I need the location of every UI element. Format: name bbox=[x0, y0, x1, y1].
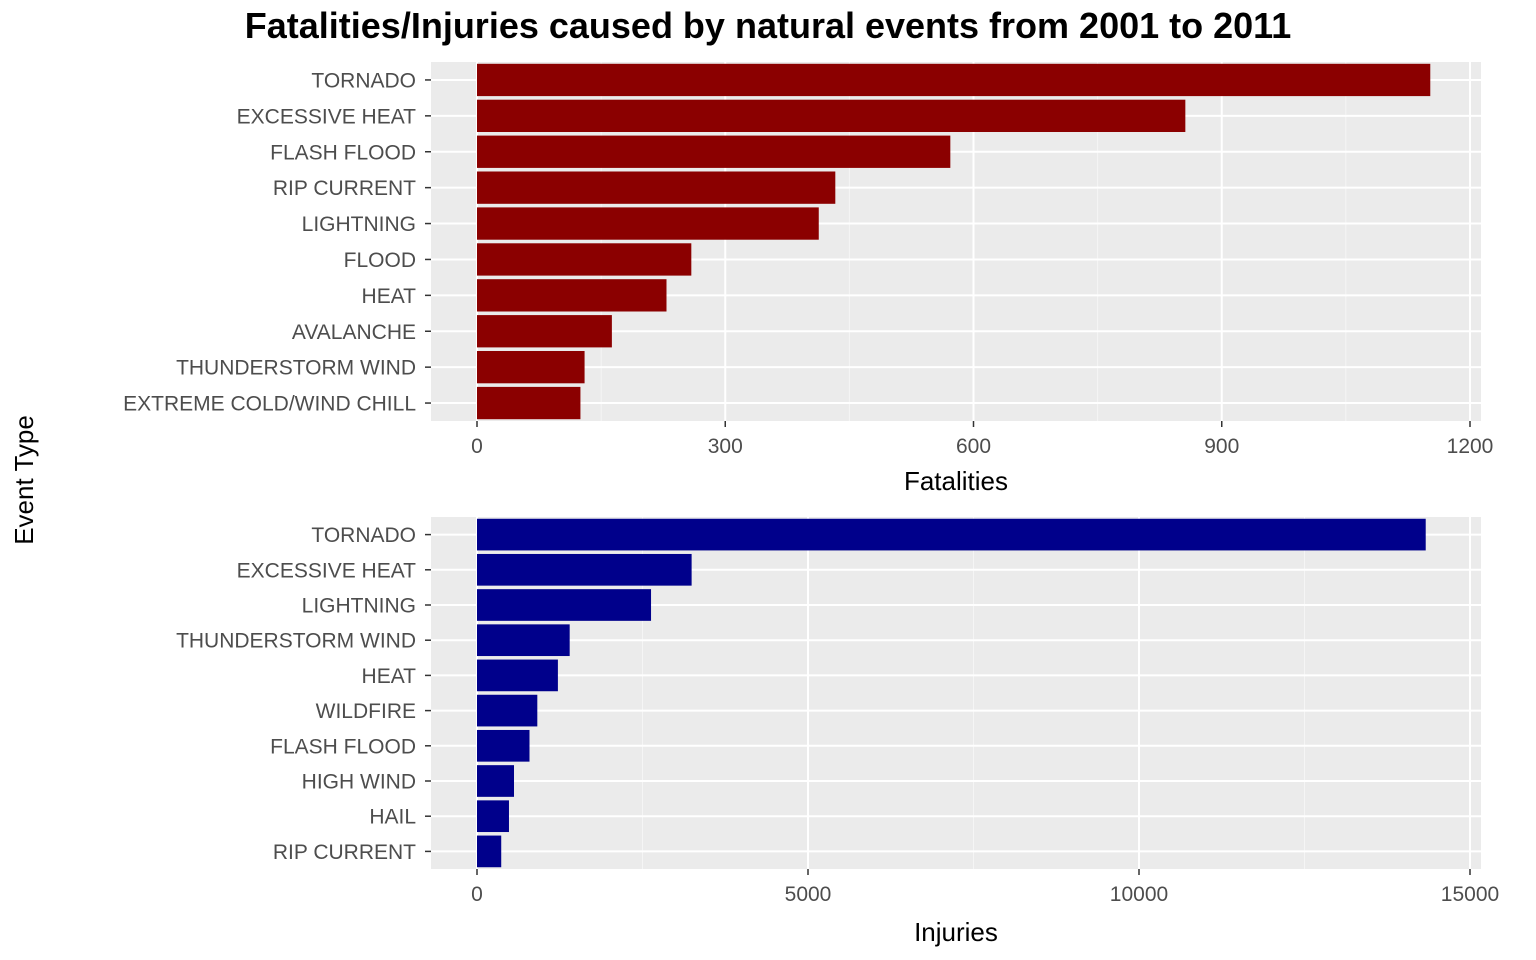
injuries-bar-tornado bbox=[477, 518, 1426, 551]
injuries-bar-wildfire bbox=[477, 694, 538, 727]
fatalities-bar-lightning bbox=[477, 207, 819, 240]
fatalities-x-tick-label: 600 bbox=[956, 435, 991, 458]
fatalities-bar-rip-current bbox=[477, 171, 836, 204]
fatalities-bar-heat bbox=[477, 279, 667, 312]
fatalities-bar-extreme-cold-wind-chill bbox=[477, 386, 581, 420]
fatalities-y-tick-label: FLOOD bbox=[344, 249, 416, 272]
injuries-y-tick-label: THUNDERSTORM WIND bbox=[176, 630, 416, 653]
fatalities-bar-flash-flood bbox=[477, 135, 951, 168]
injuries-bar-rip-current bbox=[477, 835, 502, 868]
chart-title: Fatalities/Injuries caused by natural ev… bbox=[245, 5, 1291, 46]
fatalities-y-tick-label: THUNDERSTORM WIND bbox=[176, 357, 416, 380]
injuries-bar-lightning bbox=[477, 589, 652, 621]
injuries-bar-high-wind bbox=[477, 765, 515, 797]
injuries-panel: TORNADO EXCESSIVE HEAT LIGHTNING THUNDERSTO… bbox=[176, 517, 1499, 947]
injuries-y-tick-label: LIGHTNING bbox=[302, 595, 416, 618]
injuries-y-tick-label: WILDFIRE bbox=[316, 700, 416, 723]
injuries-x-axis-title: Injuries bbox=[914, 917, 998, 947]
fatalities-x-tick-label: 900 bbox=[1204, 435, 1239, 458]
fatalities-y-tick-label: HEAT bbox=[362, 285, 417, 308]
fatalities-y-tick-label: EXTREME COLD/WIND CHILL bbox=[123, 393, 416, 416]
injuries-bar-excessive-heat bbox=[477, 553, 692, 586]
fatalities-y-tick-label: AVALANCHE bbox=[292, 321, 416, 344]
fatalities-panel: TORNADO EXCESSIVE HEAT FLASH FLOOD RIP CURR… bbox=[123, 62, 1493, 496]
injuries-y-tick-label: FLASH FLOOD bbox=[270, 735, 416, 758]
injuries-bar-flash-flood bbox=[477, 729, 530, 762]
fatalities-y-tick-label: TORNADO bbox=[311, 69, 416, 92]
fatalities-bar-excessive-heat bbox=[477, 99, 1186, 133]
injuries-bar-thunderstorm-wind bbox=[477, 624, 570, 657]
shared-y-axis-title: Event Type bbox=[9, 415, 39, 545]
fatalities-x-axis-title: Fatalities bbox=[904, 466, 1008, 496]
injuries-x-tick-label: 15000 bbox=[1441, 883, 1499, 906]
injuries-y-tick-label: HAIL bbox=[369, 806, 416, 829]
fatalities-x-tick-label: 1200 bbox=[1447, 435, 1494, 458]
fatalities-y-tick-label: LIGHTNING bbox=[302, 213, 416, 236]
fatalities-y-tick-label: RIP CURRENT bbox=[273, 177, 416, 200]
injuries-y-tick-label: HIGH WIND bbox=[302, 771, 416, 794]
fatalities-bar-thunderstorm-wind bbox=[477, 350, 585, 384]
fatalities-y-tick-label: EXCESSIVE HEAT bbox=[237, 105, 417, 128]
injuries-y-tick-label: EXCESSIVE HEAT bbox=[237, 559, 417, 582]
fatalities-bar-flood bbox=[477, 243, 692, 276]
injuries-x-tick-label: 10000 bbox=[1110, 883, 1168, 906]
injuries-y-tick-label: HEAT bbox=[362, 665, 417, 688]
injuries-x-tick-label: 0 bbox=[471, 883, 483, 906]
fatalities-bar-avalanche bbox=[477, 315, 612, 348]
injuries-y-tick-label: RIP CURRENT bbox=[273, 841, 416, 864]
injuries-x-tick-label: 5000 bbox=[785, 883, 832, 906]
fatalities-x-tick-label: 300 bbox=[708, 435, 743, 458]
fatalities-x-tick-label: 0 bbox=[471, 435, 483, 458]
injuries-bar-hail bbox=[477, 800, 509, 833]
fatalities-bar-tornado bbox=[477, 63, 1431, 97]
injuries-bar-heat bbox=[477, 659, 558, 692]
fatalities-y-tick-label: FLASH FLOOD bbox=[270, 141, 416, 164]
injuries-y-tick-label: TORNADO bbox=[311, 524, 416, 547]
